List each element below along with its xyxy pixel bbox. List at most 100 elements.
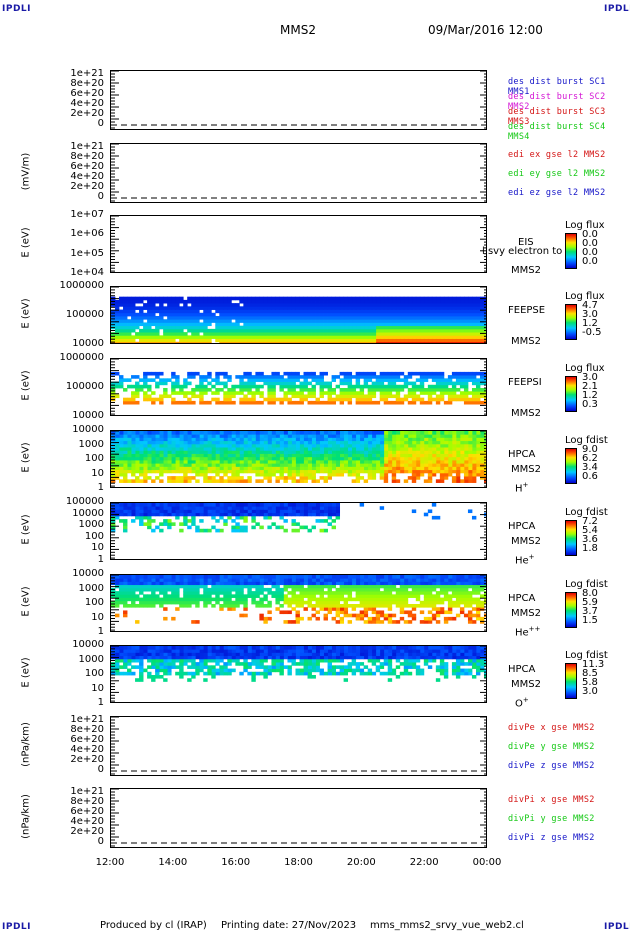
spectrogram-cell xyxy=(259,443,264,448)
spectrogram-cell xyxy=(439,479,445,483)
spectrogram-cell xyxy=(451,381,457,386)
spectrogram-cell xyxy=(471,371,477,376)
spectrogram-cell xyxy=(307,466,312,471)
spectrogram-cell xyxy=(219,309,224,314)
spectrogram-cell xyxy=(299,469,304,474)
spectrogram-cell xyxy=(275,309,280,314)
spectrogram-cell xyxy=(195,594,200,598)
spectrogram-cell xyxy=(331,443,336,448)
spectrogram-cell xyxy=(375,375,381,379)
spectrogram-cell xyxy=(303,463,308,467)
spectrogram-cell xyxy=(475,319,481,323)
spectrogram-cell xyxy=(291,466,296,471)
spectrogram-cell xyxy=(403,456,409,461)
spectrogram-cell xyxy=(463,400,469,405)
spectrogram-cell xyxy=(151,306,156,310)
spectrogram-cell xyxy=(395,332,401,336)
spectrogram-cell xyxy=(231,587,236,592)
spectrogram-cell xyxy=(387,341,393,343)
spectrogram-cell xyxy=(267,391,272,395)
spectrogram-cell xyxy=(303,378,308,382)
spectrogram-cell xyxy=(475,460,481,464)
spectrogram-cell xyxy=(187,431,192,435)
spectrogram-cell xyxy=(439,397,445,402)
spectrogram-cell xyxy=(403,375,409,379)
spectrogram-cell xyxy=(391,296,397,301)
spectrogram-cell xyxy=(283,460,288,464)
spectrogram-cell xyxy=(175,463,180,467)
spectrogram-cell xyxy=(319,388,324,392)
spectrogram-cell xyxy=(175,512,180,517)
spectrogram-cell xyxy=(463,371,469,376)
spectrogram-cell xyxy=(383,299,389,304)
spectrogram-cell xyxy=(163,328,168,333)
spectrogram-cell xyxy=(187,584,192,589)
spectrogram-cell xyxy=(319,394,324,399)
spectrogram-cell xyxy=(335,472,341,477)
spectrogram-cell xyxy=(159,503,164,507)
spectrogram-cell xyxy=(235,325,240,330)
spectrogram-cell xyxy=(435,325,441,330)
spectrogram-cell xyxy=(355,325,361,330)
spectrogram-cell xyxy=(335,607,341,611)
spectrogram-cell xyxy=(391,306,397,310)
spectrogram-cell xyxy=(215,591,220,595)
spectrogram-cell xyxy=(463,594,469,598)
spectrogram-cell xyxy=(367,584,373,589)
spectrogram-cell xyxy=(327,325,332,330)
spectrogram-cell xyxy=(435,434,441,438)
spectrogram-cell xyxy=(239,515,244,520)
spectrogram-cell xyxy=(375,600,381,605)
spectrogram-cell xyxy=(115,453,120,458)
spectrogram-cell xyxy=(235,597,240,602)
spectrogram-cell xyxy=(343,335,349,339)
spectrogram-cell xyxy=(351,456,357,461)
spectrogram-cell xyxy=(199,400,204,405)
spectrogram-cell xyxy=(387,371,393,376)
spectrogram-cell xyxy=(367,620,373,624)
spectrogram-cell xyxy=(391,460,397,464)
spectrogram-cell xyxy=(323,578,328,582)
spectrogram-cell xyxy=(403,450,409,454)
spectrogram-cell xyxy=(227,587,232,592)
spectrogram-cell xyxy=(327,431,332,435)
spectrogram-cell xyxy=(355,575,361,579)
spectrogram-cell xyxy=(215,378,220,382)
spectrogram-cell xyxy=(247,434,252,438)
spectrogram-cell xyxy=(251,443,256,448)
spectrogram-cell xyxy=(211,460,216,464)
spectrogram-cell xyxy=(203,375,208,379)
spectrogram-cell xyxy=(159,312,164,317)
spectrogram-cell xyxy=(311,378,316,382)
spectrogram-cell xyxy=(415,303,421,307)
spectrogram-cell xyxy=(187,503,192,507)
spectrogram-cell xyxy=(471,466,477,471)
spectrogram-cell xyxy=(239,440,244,445)
spectrogram-cell xyxy=(223,309,228,314)
spectrogram-cell xyxy=(183,591,188,595)
spectrogram-cell xyxy=(419,400,425,405)
spectrogram-cell xyxy=(199,316,204,320)
spectrogram-cell xyxy=(147,319,152,323)
spectrogram-cell xyxy=(359,400,365,405)
spectrogram-cell xyxy=(435,303,441,307)
spectrogram-cell xyxy=(343,456,349,461)
spectrogram-cell xyxy=(143,296,148,301)
spectrogram-cell xyxy=(223,391,228,395)
spectrogram-cell xyxy=(259,371,264,376)
spectrogram-cell xyxy=(475,613,481,618)
spectrogram-cell xyxy=(343,375,349,379)
spectrogram-cell xyxy=(427,316,433,320)
spectrogram-cell xyxy=(435,338,441,343)
spectrogram-cell xyxy=(287,578,292,582)
spectrogram-cell xyxy=(319,578,324,582)
spectrogram-cell xyxy=(339,584,345,589)
spectrogram-cell xyxy=(307,594,312,598)
spectrogram-cell xyxy=(195,472,200,477)
spectrogram-cell xyxy=(427,460,433,464)
spectrogram-cell xyxy=(443,341,449,343)
spectrogram-cell xyxy=(447,607,453,611)
spectrogram-cell xyxy=(395,371,401,376)
spectrogram-cell xyxy=(287,322,292,327)
spectrogram-cell xyxy=(435,440,441,445)
